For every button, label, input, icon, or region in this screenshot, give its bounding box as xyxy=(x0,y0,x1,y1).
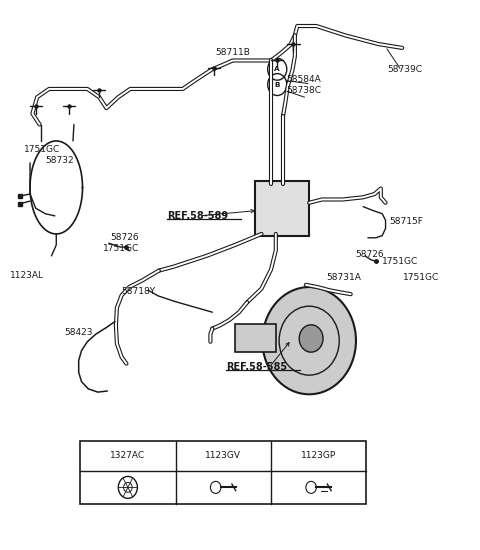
Circle shape xyxy=(299,325,323,352)
Text: 58732: 58732 xyxy=(45,156,74,164)
Text: REF.58-585: REF.58-585 xyxy=(226,362,287,372)
Text: REF.58-589: REF.58-589 xyxy=(168,211,228,221)
FancyBboxPatch shape xyxy=(255,182,309,236)
Text: 58718Y: 58718Y xyxy=(121,287,156,296)
Text: A: A xyxy=(275,66,280,72)
Text: 58738C: 58738C xyxy=(287,86,322,95)
Text: 1123GV: 1123GV xyxy=(205,452,241,460)
Text: 1751GC: 1751GC xyxy=(24,145,60,153)
Text: 1751GC: 1751GC xyxy=(403,273,440,282)
Text: 58715F: 58715F xyxy=(389,217,423,226)
Text: 58584A: 58584A xyxy=(287,75,322,84)
Text: 58731A: 58731A xyxy=(326,273,361,282)
Text: 58711B: 58711B xyxy=(215,48,250,57)
Text: 1123GP: 1123GP xyxy=(301,452,336,460)
Text: 1327AC: 1327AC xyxy=(110,452,145,460)
Text: 58739C: 58739C xyxy=(387,65,422,74)
Text: B: B xyxy=(275,81,280,87)
Circle shape xyxy=(263,287,356,394)
FancyBboxPatch shape xyxy=(235,324,276,351)
Text: 58726: 58726 xyxy=(110,233,139,243)
Text: 1123AL: 1123AL xyxy=(10,271,44,279)
Text: 1751GC: 1751GC xyxy=(382,257,419,266)
Text: 1751GC: 1751GC xyxy=(103,244,139,253)
Text: 58726: 58726 xyxy=(356,250,384,258)
Text: 58423: 58423 xyxy=(64,328,93,337)
Bar xyxy=(80,441,366,504)
